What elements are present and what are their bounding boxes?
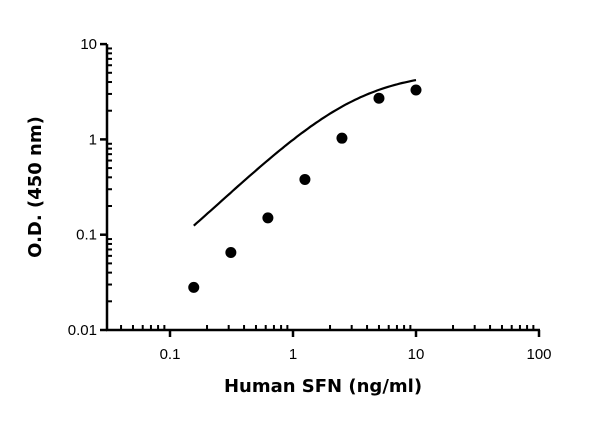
y-tick-label: 1	[89, 131, 97, 148]
y-tick-label: 0.1	[76, 227, 97, 244]
x-axis-title: Human SFN (ng/ml)	[224, 376, 422, 397]
y-tick-label: 10	[80, 36, 97, 53]
tick-labels: 0.01 0.1 1 10 0.1 1 10 100	[68, 36, 552, 363]
axes	[100, 42, 541, 337]
data-point	[188, 281, 200, 293]
data-point	[373, 92, 385, 104]
x-tick-label: 1	[289, 346, 297, 363]
y-tick-label: 0.01	[68, 322, 97, 339]
x-tick-label: 10	[408, 346, 425, 363]
x-tick-label: 100	[526, 346, 551, 363]
data-point	[410, 84, 422, 96]
fit-curve	[193, 79, 417, 227]
data-point	[262, 212, 274, 224]
data-point	[225, 247, 237, 259]
x-tick-label: 0.1	[160, 346, 181, 363]
data-point	[299, 173, 311, 185]
minor-ticks	[107, 47, 535, 330]
data-points	[188, 84, 422, 293]
data-point	[336, 132, 348, 144]
y-axis-title: O.D. (450 nm)	[25, 116, 46, 258]
